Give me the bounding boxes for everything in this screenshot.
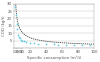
Point xyxy=(37,43,39,44)
Point xyxy=(73,44,75,45)
Y-axis label: COD (kg/t): COD (kg/t) xyxy=(2,16,6,36)
Point xyxy=(53,44,55,45)
Point xyxy=(15,15,17,16)
Point xyxy=(30,42,31,43)
Point xyxy=(81,45,83,46)
Point xyxy=(45,44,47,45)
Point xyxy=(15,6,16,7)
Point xyxy=(23,41,25,42)
Point xyxy=(22,40,23,41)
Point xyxy=(26,42,27,43)
Point xyxy=(18,36,20,37)
Point xyxy=(89,45,91,46)
X-axis label: Specific consumption (m³/t): Specific consumption (m³/t) xyxy=(27,55,82,60)
Point xyxy=(19,38,21,39)
Point xyxy=(20,39,22,40)
Point xyxy=(16,28,18,29)
Point xyxy=(57,44,59,45)
Point xyxy=(65,44,67,45)
Point xyxy=(16,24,17,25)
Point xyxy=(33,43,35,44)
Point xyxy=(18,34,19,35)
